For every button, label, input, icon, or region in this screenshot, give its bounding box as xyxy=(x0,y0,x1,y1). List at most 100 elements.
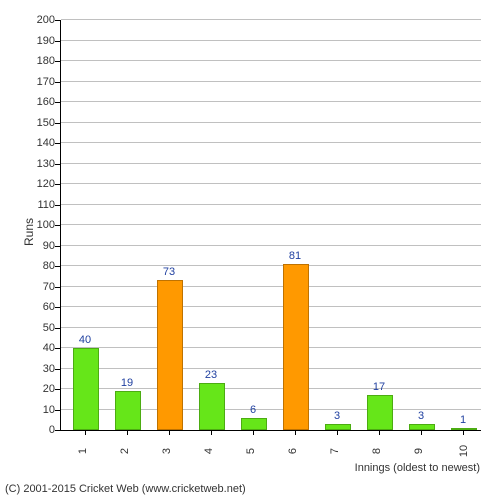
xtick-mark xyxy=(211,430,212,435)
bar xyxy=(283,264,309,430)
ytick-label: 60 xyxy=(43,301,55,313)
ytick-label: 40 xyxy=(43,342,55,354)
ytick-mark xyxy=(55,41,60,42)
gridline xyxy=(61,163,481,164)
xtick-label: 2 xyxy=(119,448,131,454)
ytick-mark xyxy=(55,164,60,165)
ytick-label: 90 xyxy=(43,240,55,252)
ytick-label: 10 xyxy=(43,404,55,416)
bar-value-label: 17 xyxy=(373,381,385,393)
xtick-mark xyxy=(421,430,422,435)
ytick-mark xyxy=(55,389,60,390)
ytick-label: 170 xyxy=(37,76,55,88)
ytick-label: 100 xyxy=(37,219,55,231)
ytick-label: 160 xyxy=(37,96,55,108)
ytick-mark xyxy=(55,369,60,370)
gridline xyxy=(61,60,481,61)
xtick-label: 7 xyxy=(329,448,341,454)
bar-value-label: 73 xyxy=(163,266,175,278)
gridline xyxy=(61,245,481,246)
ytick-mark xyxy=(55,143,60,144)
bar xyxy=(367,395,393,430)
ytick-label: 190 xyxy=(37,35,55,47)
ytick-label: 120 xyxy=(37,178,55,190)
bar xyxy=(115,391,141,430)
bar xyxy=(157,280,183,430)
gridline xyxy=(61,306,481,307)
ytick-label: 130 xyxy=(37,158,55,170)
xtick-label: 8 xyxy=(371,448,383,454)
bar-value-label: 40 xyxy=(79,334,91,346)
gridline xyxy=(61,40,481,41)
ytick-label: 180 xyxy=(37,55,55,67)
bar-value-label: 3 xyxy=(334,410,340,422)
ytick-mark xyxy=(55,410,60,411)
gridline xyxy=(61,81,481,82)
bar xyxy=(73,348,99,430)
bar xyxy=(409,424,435,430)
y-axis-label: Runs xyxy=(22,218,36,246)
x-axis-label: Innings (oldest to newest) xyxy=(355,462,480,474)
xtick-mark xyxy=(379,430,380,435)
xtick-label: 9 xyxy=(413,448,425,454)
gridline xyxy=(61,347,481,348)
bar xyxy=(451,428,477,430)
xtick-label: 3 xyxy=(161,448,173,454)
xtick-mark xyxy=(169,430,170,435)
xtick-mark xyxy=(253,430,254,435)
ytick-mark xyxy=(55,328,60,329)
ytick-mark xyxy=(55,348,60,349)
ytick-label: 150 xyxy=(37,117,55,129)
ytick-mark xyxy=(55,20,60,21)
ytick-label: 140 xyxy=(37,137,55,149)
bar-value-label: 81 xyxy=(289,250,301,262)
bar-value-label: 3 xyxy=(418,410,424,422)
xtick-label: 10 xyxy=(458,445,470,457)
gridline xyxy=(61,183,481,184)
xtick-mark xyxy=(337,430,338,435)
xtick-label: 5 xyxy=(245,448,257,454)
xtick-mark xyxy=(463,430,464,435)
gridline xyxy=(61,122,481,123)
bar-value-label: 6 xyxy=(250,404,256,416)
bar xyxy=(325,424,351,430)
gridline xyxy=(61,286,481,287)
xtick-label: 1 xyxy=(77,448,89,454)
bar-value-label: 19 xyxy=(121,377,133,389)
ytick-mark xyxy=(55,123,60,124)
xtick-label: 4 xyxy=(203,448,215,454)
ytick-mark xyxy=(55,225,60,226)
ytick-label: 200 xyxy=(37,14,55,26)
xtick-mark xyxy=(295,430,296,435)
xtick-label: 6 xyxy=(287,448,299,454)
ytick-mark xyxy=(55,82,60,83)
gridline xyxy=(61,101,481,102)
ytick-mark xyxy=(55,61,60,62)
runs-bar-chart: 0102030405060708090100110120130140150160… xyxy=(0,0,500,500)
ytick-mark xyxy=(55,246,60,247)
bar-value-label: 23 xyxy=(205,369,217,381)
ytick-mark xyxy=(55,266,60,267)
ytick-label: 50 xyxy=(43,322,55,334)
ytick-mark xyxy=(55,102,60,103)
xtick-mark xyxy=(85,430,86,435)
ytick-mark xyxy=(55,430,60,431)
bar xyxy=(241,418,267,430)
ytick-mark xyxy=(55,287,60,288)
gridline xyxy=(61,265,481,266)
gridline xyxy=(61,19,481,20)
ytick-label: 30 xyxy=(43,363,55,375)
xtick-mark xyxy=(127,430,128,435)
plot-area xyxy=(60,20,481,431)
bar-value-label: 1 xyxy=(460,414,466,426)
gridline xyxy=(61,368,481,369)
copyright-text: (C) 2001-2015 Cricket Web (www.cricketwe… xyxy=(5,483,246,495)
ytick-mark xyxy=(55,307,60,308)
bar xyxy=(199,383,225,430)
gridline xyxy=(61,142,481,143)
ytick-label: 70 xyxy=(43,281,55,293)
ytick-mark xyxy=(55,184,60,185)
ytick-mark xyxy=(55,205,60,206)
gridline xyxy=(61,224,481,225)
gridline xyxy=(61,327,481,328)
